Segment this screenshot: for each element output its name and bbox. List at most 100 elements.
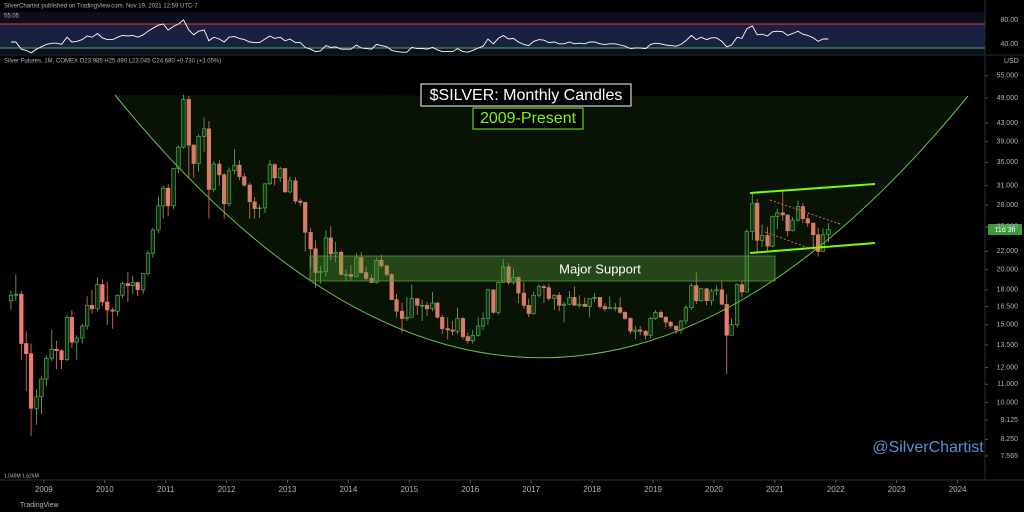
candle-body: [49, 348, 54, 359]
y-tick-label: 12.000: [997, 364, 1019, 371]
chart-title: $SILVER: Monthly Candles: [430, 87, 623, 104]
y-tick-label: 43.000: [997, 120, 1019, 127]
candle-body: [485, 289, 491, 319]
candle-body: [694, 285, 699, 302]
x-tick-label: 2024: [949, 485, 967, 494]
candle-body: [613, 307, 618, 309]
candle-body: [476, 325, 481, 336]
candle-body: [339, 251, 344, 275]
candle-body: [546, 287, 551, 299]
candle-body: [811, 222, 816, 235]
rsi-band: [0, 23, 985, 48]
candle-body: [89, 305, 95, 310]
candle-body: [750, 202, 755, 232]
y-tick-label: 25.000: [997, 224, 1019, 231]
candle-body: [709, 290, 714, 302]
candle-body: [455, 318, 460, 332]
candle-body: [440, 316, 445, 329]
candle-body: [557, 294, 562, 306]
candle-body: [74, 337, 79, 343]
candle-body: [734, 284, 740, 326]
candle-body: [318, 271, 323, 273]
candle-body: [724, 303, 729, 336]
flag-line: [769, 199, 841, 225]
candle-body: [115, 294, 120, 312]
candle-body: [521, 292, 526, 306]
candle-body: [638, 329, 643, 332]
candle-body: [191, 144, 196, 164]
candle-body: [272, 164, 277, 179]
candle-body: [770, 216, 775, 247]
candle-body: [100, 284, 105, 303]
candle-body: [643, 330, 648, 336]
candle-body: [552, 294, 557, 299]
x-tick-label: 2019: [644, 485, 662, 494]
candle-body: [28, 353, 34, 409]
candle-body: [257, 207, 262, 210]
candle-body: [699, 288, 704, 302]
candle-body: [633, 329, 638, 332]
candle-body: [54, 348, 59, 352]
y-tick-label: 55.000: [997, 73, 1019, 80]
support-zone: [309, 255, 776, 282]
candle-body: [166, 187, 171, 207]
candle-body: [176, 146, 181, 169]
candle-body: [683, 307, 689, 322]
candle-body: [491, 289, 496, 313]
candle-body: [13, 293, 18, 296]
candle-body: [354, 257, 359, 277]
candle-body: [450, 329, 455, 332]
candle-body: [689, 285, 694, 308]
candle-body: [602, 306, 607, 310]
candle-body: [567, 297, 572, 305]
candle-body: [572, 297, 577, 306]
y-tick-label: 8.250: [1000, 436, 1018, 443]
rsi-value-label: 55.05: [4, 14, 20, 20]
candle-body: [394, 299, 399, 312]
publish-header: SilverChartist published on TradingView.…: [4, 4, 198, 10]
candle-body: [826, 229, 831, 236]
x-tick-label: 2021: [766, 485, 784, 494]
candle-body: [59, 350, 64, 361]
candle-body: [374, 259, 379, 283]
y-tick-label: 39.000: [997, 139, 1019, 146]
candle-body: [150, 229, 155, 254]
candle-body: [303, 202, 308, 233]
subtitle-box: [472, 107, 584, 130]
candle-body: [577, 303, 582, 306]
candle-body: [44, 357, 49, 380]
y-tick-label: 18.000: [997, 287, 1019, 294]
candle-body: [181, 99, 186, 148]
candle-body: [105, 301, 110, 311]
rsi-tick-label: 40.00: [1000, 41, 1018, 48]
candle-body: [759, 235, 765, 241]
support-label: Major Support: [559, 261, 641, 276]
volume-label: 1.049M 1.625M: [4, 473, 39, 479]
y-tick-label: 20.000: [997, 266, 1019, 273]
candle-body: [141, 273, 146, 291]
candle-body: [674, 325, 679, 331]
candle-body: [64, 316, 70, 361]
candle-body: [278, 168, 283, 179]
candle-body: [470, 334, 475, 342]
channel-lower: [749, 242, 876, 254]
candle-body: [526, 305, 531, 314]
y-tick-label: 9.125: [1000, 417, 1018, 424]
rsi-tick-label: 80.00: [1000, 17, 1018, 24]
x-tick-label: 2017: [522, 485, 540, 494]
y-tick-label: 11.000: [997, 381, 1018, 388]
candle-body: [420, 305, 425, 307]
chart-subtitle: 2009-Present: [480, 110, 577, 127]
candle-body: [145, 252, 151, 274]
channel-upper: [749, 183, 876, 194]
candle-body: [156, 205, 161, 231]
candle-body: [247, 184, 252, 203]
x-tick-label: 2012: [218, 485, 236, 494]
y-tick-label: 16.500: [997, 303, 1019, 310]
countdown-box: [988, 224, 1022, 235]
candle-body: [171, 168, 176, 207]
x-tick-label: 2015: [400, 485, 418, 494]
candle-body: [658, 312, 664, 318]
candle-body: [125, 283, 131, 286]
